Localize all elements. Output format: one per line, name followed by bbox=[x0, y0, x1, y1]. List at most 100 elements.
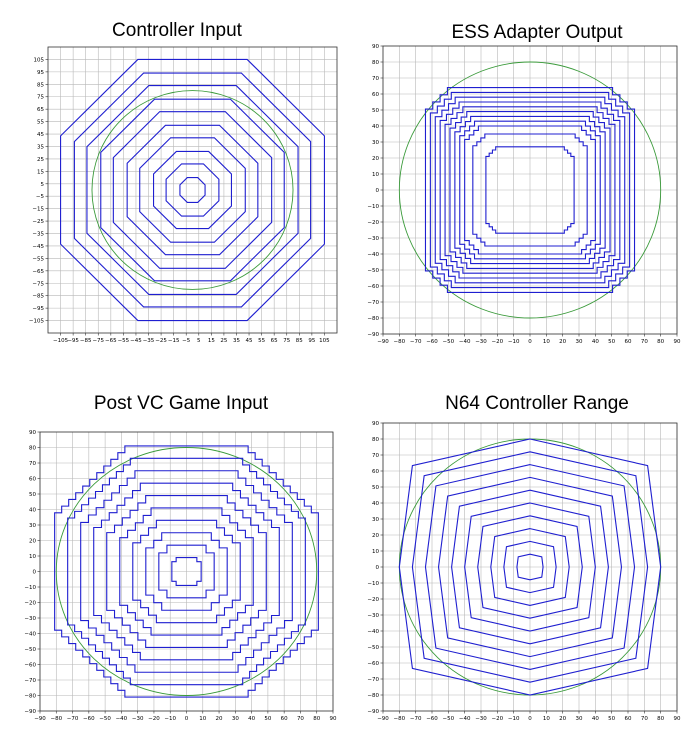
y-tick-label: −50 bbox=[367, 268, 379, 274]
y-tick-label: 80 bbox=[372, 60, 379, 66]
ring bbox=[424, 87, 636, 293]
x-tick-label: −35 bbox=[143, 338, 155, 344]
y-tick-label: 75 bbox=[37, 95, 44, 101]
panel-controller-input: Controller Input −105 −95 −85 −75 −65 −55 −45−… bbox=[0, 0, 350, 369]
x-tick-label: 25 bbox=[220, 338, 227, 344]
x-tick-label: −60 bbox=[426, 716, 438, 722]
chart-title: N64 Controller Range bbox=[445, 393, 629, 414]
ring bbox=[439, 101, 621, 279]
y-tick-label: −70 bbox=[367, 677, 379, 683]
ring bbox=[165, 163, 220, 217]
x-tick-label: 50 bbox=[608, 716, 615, 722]
x-tick-label: 20 bbox=[559, 339, 566, 345]
ring bbox=[145, 532, 228, 611]
x-tick-label: −20 bbox=[492, 716, 504, 722]
y-tick-label: 95 bbox=[37, 70, 44, 76]
x-tick-label: 70 bbox=[641, 339, 648, 345]
y-tick-label: −15 bbox=[32, 207, 44, 213]
x-tick-label: 90 bbox=[674, 716, 681, 722]
y-tick-label: 20 bbox=[372, 156, 379, 162]
y-tick-label: −95 bbox=[32, 306, 44, 312]
ring bbox=[73, 72, 312, 308]
x-tick-label: −55 bbox=[118, 338, 130, 344]
ring bbox=[485, 146, 575, 234]
y-tick-label: 0 bbox=[376, 565, 380, 571]
y-tick-label: 40 bbox=[372, 124, 379, 130]
ring bbox=[472, 133, 588, 247]
x-tick-label: 55 bbox=[258, 338, 265, 344]
tick-labels: −90 −80 −70 −60 −50 −40 −30 −20 −10 0 10 20 30 40 50 60… bbox=[367, 421, 681, 722]
y-tick-label: 60 bbox=[372, 469, 379, 475]
y-tick-label: −5 bbox=[36, 194, 45, 200]
y-tick-label: 105 bbox=[34, 57, 45, 63]
reference-circle bbox=[55, 447, 318, 696]
x-tick-label: 30 bbox=[232, 716, 239, 722]
x-tick-label: −50 bbox=[443, 716, 455, 722]
x-tick-label: −90 bbox=[34, 716, 46, 722]
x-tick-label: 20 bbox=[559, 716, 566, 722]
tick-labels: −90 −80 −70 −60 −50 −40 −30 −20 −10 0 10 20 30 40 50 60… bbox=[24, 430, 337, 722]
grid bbox=[382, 45, 678, 335]
tick-labels: −90 −80 −70 −60 −50 −40 −30 −20 −10 0 10 20 30 40 50 60… bbox=[367, 44, 681, 345]
y-tick-label: 80 bbox=[372, 437, 379, 443]
ring bbox=[459, 120, 601, 260]
y-tick-label: −80 bbox=[24, 694, 36, 700]
y-tick-label: −60 bbox=[367, 661, 379, 667]
ring bbox=[86, 85, 299, 296]
ring bbox=[477, 515, 583, 619]
ring bbox=[434, 96, 626, 284]
y-tick-label: −60 bbox=[367, 284, 379, 290]
ring bbox=[153, 150, 232, 230]
ring bbox=[139, 137, 246, 243]
ring-series bbox=[424, 87, 636, 293]
ring bbox=[80, 470, 293, 673]
x-tick-label: −60 bbox=[426, 339, 438, 345]
reference-circle bbox=[91, 90, 294, 290]
ring bbox=[179, 177, 206, 203]
x-tick-label: −40 bbox=[459, 716, 471, 722]
x-tick-label: 50 bbox=[608, 339, 615, 345]
y-tick-label: 15 bbox=[37, 169, 44, 175]
x-tick-label: −30 bbox=[475, 716, 487, 722]
grid bbox=[39, 431, 334, 712]
tick-labels: −105 −95 −85 −75 −65 −55 −45 −35 −25 −15 −5 5 15 25 35… bbox=[29, 57, 330, 344]
x-tick-label: 60 bbox=[625, 339, 632, 345]
y-tick-label: −20 bbox=[367, 597, 379, 603]
x-tick-label: −50 bbox=[443, 339, 455, 345]
y-tick-label: −50 bbox=[367, 645, 379, 651]
y-tick-label: −40 bbox=[367, 629, 379, 635]
y-tick-label: −80 bbox=[367, 316, 379, 322]
y-tick-label: −30 bbox=[367, 236, 379, 242]
ring bbox=[112, 111, 273, 269]
x-tick-label: 60 bbox=[625, 716, 632, 722]
y-tick-label: 85 bbox=[37, 82, 44, 88]
x-tick-label: −60 bbox=[83, 716, 95, 722]
x-tick-label: −10 bbox=[508, 339, 520, 345]
y-tick-label: −90 bbox=[24, 709, 36, 715]
x-tick-label: 30 bbox=[576, 339, 583, 345]
ring bbox=[429, 91, 631, 289]
chart-title: Post VC Game Input bbox=[93, 393, 269, 414]
ring bbox=[490, 528, 570, 606]
y-tick-label: −80 bbox=[367, 693, 379, 699]
ring bbox=[171, 557, 202, 586]
x-tick-label: −50 bbox=[99, 716, 111, 722]
y-tick-label: −50 bbox=[24, 647, 36, 653]
x-tick-label: −10 bbox=[164, 716, 176, 722]
ring bbox=[67, 457, 306, 686]
y-tick-label: 30 bbox=[372, 140, 379, 146]
ring bbox=[100, 98, 285, 282]
x-tick-label: −85 bbox=[80, 338, 92, 344]
reference-circle bbox=[398, 61, 662, 319]
panel-n64-controller-range: N64 Controller Range −90 −80 −70 −60 −50 −40−… bbox=[350, 369, 700, 738]
y-tick-label: 10 bbox=[372, 549, 379, 555]
panel-ess-adapter-output: ESS Adapter Output −90 −80 −70 −60 −50 −40 −30… bbox=[350, 0, 700, 369]
x-tick-label: 65 bbox=[271, 338, 278, 344]
x-tick-label: −80 bbox=[394, 716, 406, 722]
y-tick-label: −45 bbox=[32, 244, 44, 250]
x-tick-label: 10 bbox=[543, 339, 550, 345]
ring-series bbox=[60, 58, 325, 322]
ring bbox=[449, 111, 611, 269]
x-tick-label: 40 bbox=[592, 339, 599, 345]
x-tick-label: −45 bbox=[130, 338, 142, 344]
